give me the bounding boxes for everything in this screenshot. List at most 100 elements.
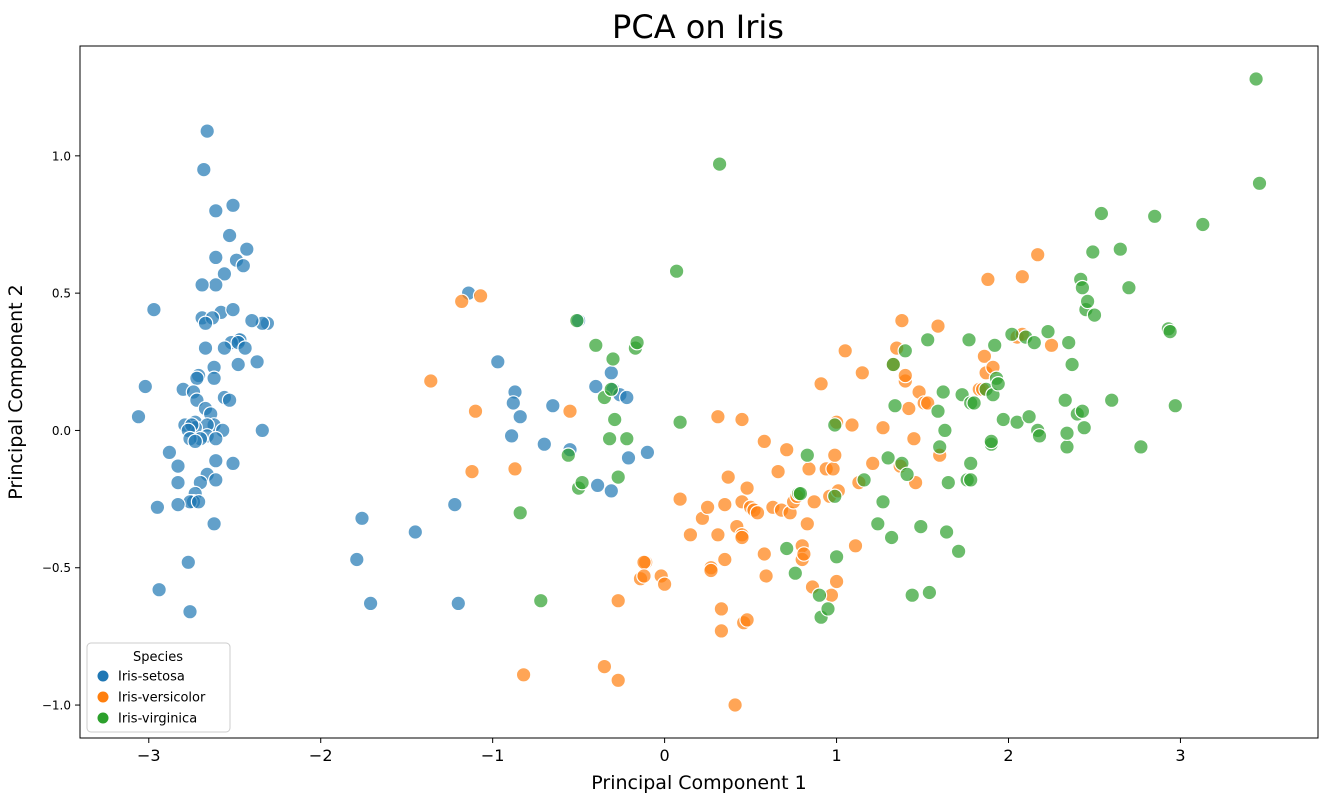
data-point (407, 524, 424, 540)
legend-box (86, 642, 231, 733)
data-point (796, 546, 812, 562)
data-point (610, 469, 626, 485)
data-point (464, 463, 480, 480)
data-point (897, 342, 914, 359)
data-point (620, 450, 637, 466)
data-point (931, 439, 948, 455)
legend-label: Iris-virginica (118, 712, 197, 727)
data-point (1059, 425, 1075, 441)
data-point (208, 452, 224, 469)
x-tick-label: 1 (831, 746, 841, 765)
data-point (935, 384, 951, 400)
data-point (880, 450, 896, 466)
data-point (1064, 356, 1080, 373)
data-point (734, 529, 750, 546)
x-tick-label: 0 (660, 746, 670, 765)
data-point (966, 395, 982, 411)
data-point (354, 510, 370, 527)
data-point (976, 348, 993, 365)
data-point (713, 601, 730, 617)
data-point (739, 612, 755, 628)
data-point (208, 277, 224, 293)
series-iris-virginica (512, 71, 1268, 625)
legend-entries: Iris-setosa Iris-versicolor Iris-virginica (97, 670, 206, 727)
data-point (811, 587, 828, 603)
data-point (672, 414, 688, 430)
data-point (856, 472, 872, 488)
data-point (489, 353, 506, 370)
data-point (1195, 216, 1211, 233)
data-point (864, 455, 881, 472)
data-point (820, 601, 836, 617)
y-tick-label: 1.0 (52, 149, 71, 163)
points-layer (130, 71, 1268, 713)
data-point (837, 342, 853, 359)
legend-label: Iris-setosa (118, 670, 185, 685)
data-point (596, 658, 613, 675)
data-point (749, 504, 766, 521)
data-point (636, 554, 652, 571)
data-point (1167, 397, 1184, 414)
data-point (161, 444, 178, 461)
data-point (710, 526, 726, 543)
data-point (883, 529, 900, 546)
data-point (618, 430, 635, 447)
data-point (446, 496, 463, 513)
data-point (887, 397, 903, 414)
data-point (806, 493, 822, 510)
data-point (503, 428, 520, 444)
data-point (734, 411, 750, 428)
data-point (990, 375, 1006, 392)
data-point (512, 408, 528, 425)
data-point (362, 595, 379, 612)
data-point (603, 483, 620, 499)
data-point (544, 397, 561, 414)
data-point (254, 422, 271, 439)
x-tick-label: −3 (137, 746, 161, 765)
data-point (603, 364, 620, 381)
data-point (601, 430, 618, 447)
data-point (1026, 334, 1043, 351)
data-point (1112, 241, 1129, 257)
data-point (618, 389, 635, 406)
data-point (453, 293, 470, 310)
data-point (1146, 208, 1163, 225)
legend: Species Iris-setosa Iris-versicolor Iris-v… (86, 642, 231, 733)
data-point (1060, 334, 1077, 351)
data-point (1162, 323, 1178, 340)
x-axis: −3 −2 −1 0 1 2 3 (137, 738, 1186, 765)
data-point (1121, 279, 1137, 296)
data-point (668, 263, 685, 279)
y-tick-label: 0.5 (52, 287, 71, 301)
data-point (995, 411, 1012, 428)
data-point (713, 623, 730, 639)
data-point (512, 504, 528, 521)
data-point (869, 515, 886, 532)
data-point (828, 548, 845, 565)
data-point (605, 351, 621, 367)
data-point (739, 480, 755, 496)
data-point (1103, 392, 1120, 408)
data-point (472, 288, 489, 304)
data-point (847, 537, 864, 554)
data-point (778, 441, 795, 458)
data-point (151, 581, 167, 598)
data-point (826, 488, 843, 505)
legend-label: Iris-versicolor (118, 691, 206, 706)
y-axis: −1.0 −0.5 0.0 0.5 1.0 (42, 149, 80, 713)
data-point (1133, 439, 1149, 455)
data-point (1031, 428, 1048, 444)
data-point (1074, 403, 1091, 419)
x-tick-label: 3 (1175, 746, 1185, 765)
data-point (189, 370, 205, 387)
data-point (906, 430, 922, 447)
data-point (199, 123, 215, 139)
data-point (149, 499, 166, 516)
legend-marker (97, 712, 109, 724)
data-point (515, 666, 532, 683)
data-point (146, 301, 162, 318)
data-point (606, 411, 623, 428)
data-point (778, 540, 795, 557)
data-point (1074, 279, 1091, 296)
data-point (629, 334, 645, 351)
